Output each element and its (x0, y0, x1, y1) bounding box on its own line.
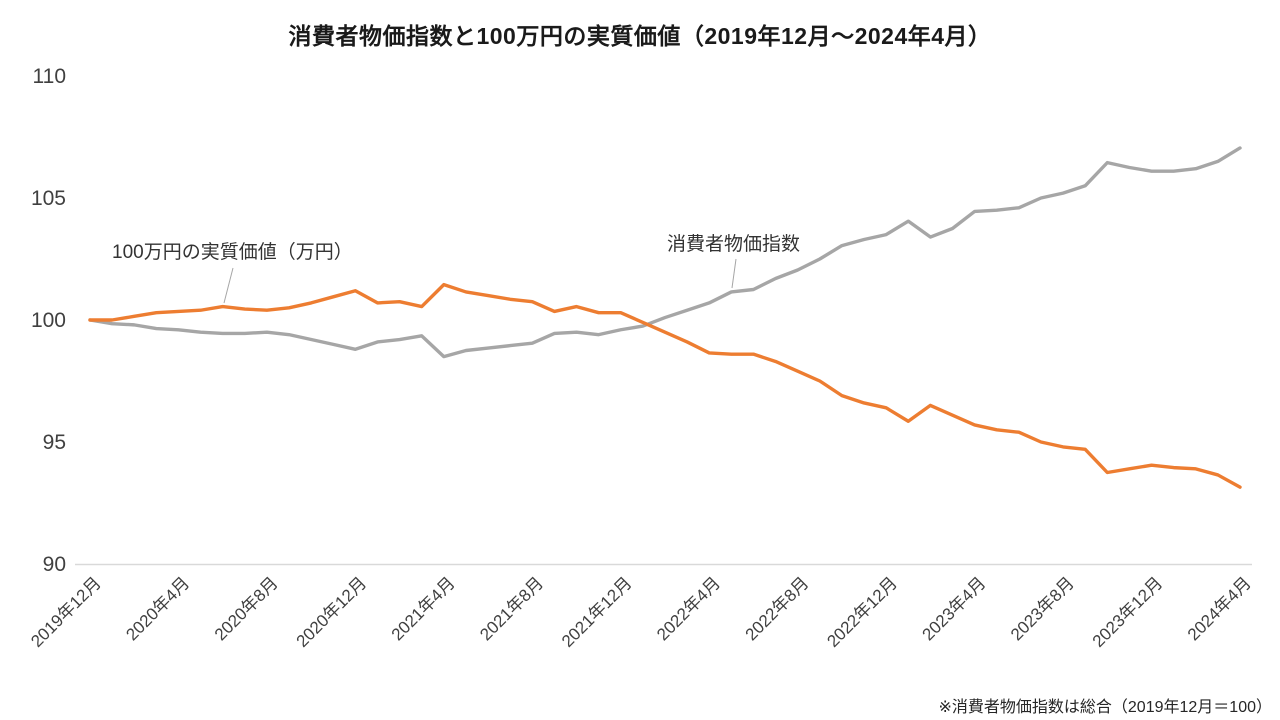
x-axis-tick-label: 2023年12月 (1089, 573, 1167, 651)
x-axis-tick-label: 2021年8月 (476, 573, 547, 644)
x-axis-tick-label: 2020年8月 (211, 573, 282, 644)
y-axis-tick-label: 90 (43, 553, 66, 576)
cpi-line (88, 146, 1242, 359)
y-axis-tick-label: 110 (33, 65, 66, 88)
x-axis-tick-label: 2022年12月 (823, 573, 901, 651)
x-axis-tick-label: 2019年12月 (27, 573, 105, 651)
x-axis-tick-label: 2021年12月 (558, 573, 636, 651)
x-axis-tick-label: 2020年12月 (293, 573, 371, 651)
x-axis-tick-label: 2020年4月 (122, 573, 193, 644)
y-axis-tick-label: 95 (43, 431, 66, 454)
x-axis-tick-label: 2023年8月 (1007, 573, 1078, 644)
x-axis-tick-label: 2023年4月 (919, 573, 990, 644)
series-label-cpi: 消費者物価指数 (667, 234, 801, 255)
series-label-real-value: 100万円の実質価値（万円） (112, 242, 353, 263)
x-axis-tick-label: 2024年4月 (1184, 573, 1255, 644)
x-axis-tick-label: 2021年4月 (388, 573, 459, 644)
chart-title: 消費者物価指数と100万円の実質価値（2019年12月～2024年4月） (288, 23, 992, 49)
y-axis-tick-label: 100 (31, 309, 66, 332)
y-axis-tick-label: 105 (31, 187, 66, 210)
x-axis-tick-label: 2022年4月 (653, 573, 724, 644)
chart-footnote: ※消費者物価指数は総合（2019年12月＝100） (938, 699, 1273, 716)
annotation-leader-line (731, 258, 737, 289)
annotation-leader-line (223, 267, 234, 304)
real-value-line (88, 282, 1242, 489)
x-axis-tick-label: 2022年8月 (742, 573, 813, 644)
